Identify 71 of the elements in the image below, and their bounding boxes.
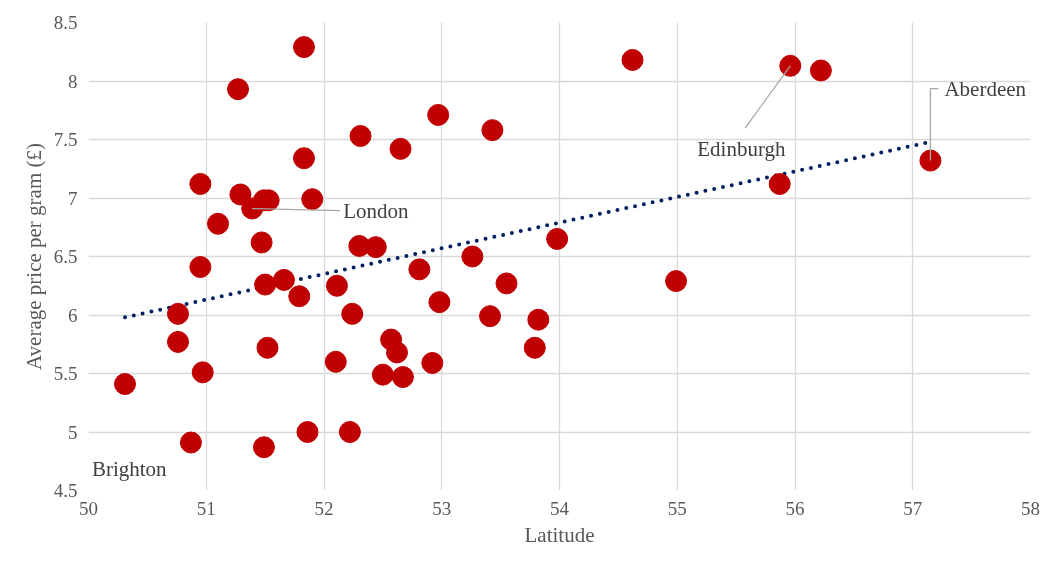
y-tick-label: 8 [68, 70, 78, 92]
y-tick-label: 5 [68, 421, 78, 443]
point [391, 366, 414, 388]
x-tick-label: 54 [550, 497, 570, 519]
x-tick-label: 52 [314, 497, 334, 519]
point [421, 351, 444, 374]
point [779, 54, 802, 77]
point [114, 373, 136, 396]
y-tick-label: 5.5 [53, 363, 78, 384]
y-tick-label: 6.5 [53, 246, 78, 267]
point [919, 149, 942, 172]
point [252, 436, 275, 459]
point [665, 270, 688, 293]
point [189, 256, 212, 279]
point [296, 421, 319, 443]
x-tick-label: 58 [1021, 497, 1040, 519]
x-tick-label: 56 [785, 497, 805, 519]
y-tick-label: 7.5 [53, 129, 78, 150]
point [527, 308, 550, 331]
point [207, 212, 230, 235]
point [179, 431, 202, 454]
point [546, 227, 569, 250]
point [324, 350, 347, 373]
point [272, 268, 295, 291]
point [481, 119, 504, 142]
point [461, 245, 484, 268]
point [292, 36, 315, 59]
point [250, 231, 273, 254]
point [288, 285, 311, 308]
x-tick-label: 55 [667, 497, 687, 519]
point [427, 103, 450, 126]
point [338, 421, 361, 443]
annotation: London [343, 198, 409, 223]
point [349, 125, 372, 147]
annotation: Aberdeen [944, 76, 1027, 101]
point [191, 361, 214, 384]
x-tick-label: 53 [432, 497, 452, 519]
point [495, 272, 518, 295]
point [371, 363, 394, 386]
y-tick-label: 4.5 [53, 480, 78, 501]
point [428, 291, 451, 314]
point [166, 302, 189, 325]
y-tick-label: 7 [68, 187, 78, 209]
point [166, 330, 189, 353]
y-axis-title: Average price per gram (£) [21, 143, 46, 370]
x-tick-label: 50 [79, 497, 98, 519]
point [189, 172, 212, 195]
y-tick-label: 6 [68, 304, 78, 326]
point [341, 302, 364, 325]
annotation: Edinburgh [697, 136, 787, 161]
y-tick-label: 8.5 [53, 12, 78, 33]
point [325, 274, 348, 297]
point [254, 273, 277, 296]
point [621, 48, 644, 71]
x-tick-label: 51 [196, 497, 216, 519]
point [389, 137, 412, 160]
point [386, 341, 409, 364]
point [227, 78, 250, 101]
point [768, 172, 791, 195]
x-tick-label: 57 [903, 497, 923, 519]
point [523, 336, 546, 359]
point [809, 59, 832, 82]
point [256, 336, 279, 359]
x-axis-title: Latitude [524, 522, 595, 547]
point [301, 188, 324, 211]
point [229, 183, 252, 206]
annotation: Brighton [91, 456, 168, 481]
point [408, 258, 431, 281]
point [364, 236, 387, 259]
point [292, 147, 315, 170]
point [479, 305, 502, 328]
